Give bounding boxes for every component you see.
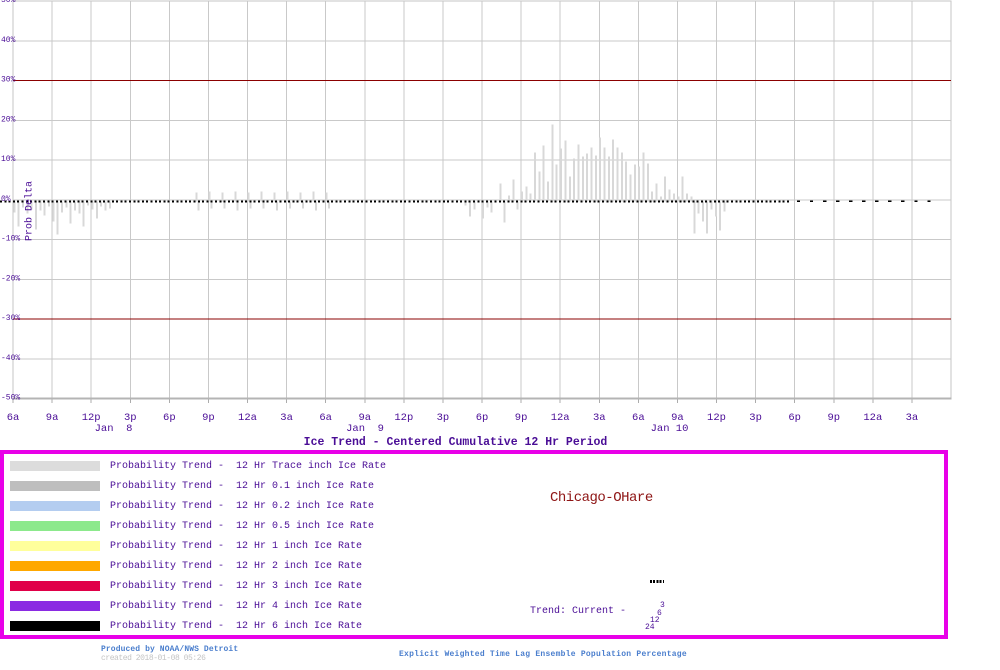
svg-text:12p: 12p xyxy=(707,412,726,424)
svg-text:9p: 9p xyxy=(202,412,215,424)
svg-text:Jan 9: Jan 9 xyxy=(346,423,384,435)
svg-text:12a: 12a xyxy=(238,412,257,424)
svg-text:-30%: -30% xyxy=(1,314,20,323)
svg-text:3p: 3p xyxy=(437,412,450,424)
svg-text:-50%: -50% xyxy=(1,394,20,403)
svg-text:9p: 9p xyxy=(515,412,528,424)
svg-text:3a: 3a xyxy=(593,412,606,424)
svg-text:Prob Delta: Prob Delta xyxy=(24,181,36,241)
svg-text:-10%: -10% xyxy=(1,235,20,244)
svg-text:6p: 6p xyxy=(163,412,176,424)
svg-text:9p: 9p xyxy=(827,412,840,424)
svg-text:30%: 30% xyxy=(1,76,16,85)
svg-text:-40%: -40% xyxy=(1,354,20,363)
svg-text:3p: 3p xyxy=(124,412,137,424)
svg-text:9a: 9a xyxy=(46,412,59,424)
svg-text:40%: 40% xyxy=(1,36,16,45)
svg-text:9a: 9a xyxy=(358,412,371,424)
svg-text:6p: 6p xyxy=(788,412,801,424)
svg-text:12a: 12a xyxy=(551,412,570,424)
svg-text:3p: 3p xyxy=(749,412,762,424)
svg-text:12p: 12p xyxy=(82,412,101,424)
svg-text:50%: 50% xyxy=(1,0,16,5)
svg-text:9a: 9a xyxy=(671,412,684,424)
svg-text:12a: 12a xyxy=(863,412,882,424)
svg-text:-20%: -20% xyxy=(1,274,20,283)
svg-text:0%: 0% xyxy=(1,195,11,204)
svg-text:6a: 6a xyxy=(319,412,332,424)
svg-text:3a: 3a xyxy=(280,412,293,424)
svg-text:Ice Trend - Centered Cumulativ: Ice Trend - Centered Cumulative 12 Hr Pe… xyxy=(304,436,608,449)
svg-text:6a: 6a xyxy=(632,412,645,424)
svg-text:20%: 20% xyxy=(1,115,16,124)
svg-text:12p: 12p xyxy=(394,412,413,424)
svg-text:6p: 6p xyxy=(476,412,489,424)
svg-text:6a: 6a xyxy=(7,412,20,424)
svg-text:Jan 8: Jan 8 xyxy=(95,423,133,435)
svg-text:Jan 10: Jan 10 xyxy=(651,423,689,435)
svg-text:10%: 10% xyxy=(1,155,16,164)
svg-text:3a: 3a xyxy=(906,412,919,424)
